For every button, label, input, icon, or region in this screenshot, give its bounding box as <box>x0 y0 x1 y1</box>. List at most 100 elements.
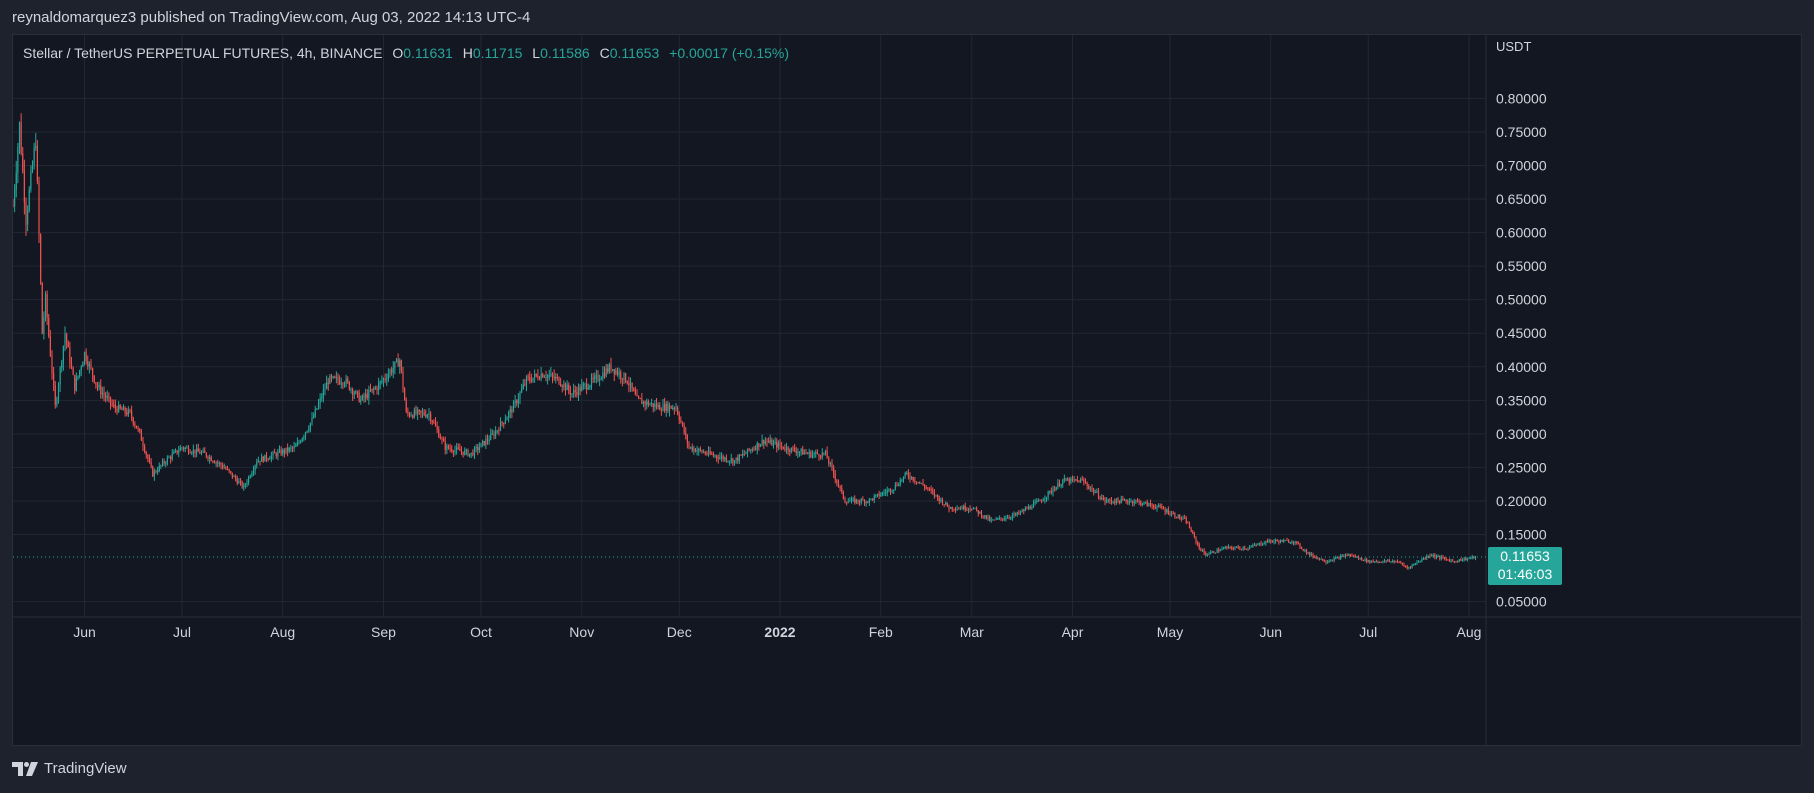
candle-body <box>1192 531 1194 533</box>
candle-body <box>1146 501 1148 506</box>
x-tick-label: Oct <box>470 624 492 640</box>
candle-body <box>772 442 775 446</box>
brand-label: TradingView <box>44 760 127 777</box>
candle-body <box>1330 560 1332 562</box>
candle-body <box>1201 549 1204 551</box>
candle-body <box>1088 486 1090 489</box>
candle-body <box>597 374 599 381</box>
candle-body <box>1185 518 1187 523</box>
candle-body <box>122 407 125 411</box>
candle-body <box>1331 560 1334 562</box>
candle-body <box>1288 540 1290 543</box>
candle-body <box>217 462 219 464</box>
candle-body <box>1421 559 1423 562</box>
candle-body <box>1323 560 1325 562</box>
candle-body <box>979 511 981 514</box>
x-tick-label: Mar <box>960 624 984 640</box>
candle-body <box>85 352 87 362</box>
candle-body <box>410 415 412 417</box>
candle-body <box>655 404 658 408</box>
candle-body <box>365 394 367 398</box>
candle-body <box>953 509 955 511</box>
candle-body <box>543 376 545 378</box>
candle-body <box>1016 512 1018 515</box>
candle-body <box>732 458 734 464</box>
candle-body <box>797 452 799 454</box>
candle-body <box>1354 555 1356 558</box>
candle-body <box>25 202 27 225</box>
candle-body <box>568 384 570 391</box>
chart-pane[interactable]: 0.05000 0.15000 0.20000 0.25000 0.30000 0.350… <box>12 34 1802 746</box>
candle-body <box>1458 559 1460 562</box>
candle-body <box>353 393 355 395</box>
candle-body <box>212 460 214 462</box>
candle-body <box>556 377 558 379</box>
candle-body <box>142 440 144 447</box>
candle-body <box>1073 479 1075 481</box>
candle-body <box>545 376 547 378</box>
candle-body <box>924 485 926 488</box>
candle-body <box>69 347 71 364</box>
candle-body <box>548 375 550 377</box>
candle-body <box>1023 510 1025 512</box>
candle-body <box>1253 545 1256 547</box>
candle-body <box>631 382 633 389</box>
candle-body <box>1036 501 1038 503</box>
candle-body <box>61 362 63 368</box>
candle-body <box>158 465 160 472</box>
candle-body <box>205 452 207 457</box>
candle-body <box>1179 515 1181 519</box>
price-chart[interactable]: 0.05000 0.15000 0.20000 0.25000 0.30000 0.350… <box>13 35 1802 746</box>
candle-body <box>730 458 732 462</box>
candle-body <box>608 364 610 372</box>
candle-body <box>1093 488 1095 493</box>
candle-body <box>1455 561 1457 563</box>
close-value: 0.11653 <box>609 45 660 61</box>
candle-body <box>1448 559 1451 562</box>
candle-body <box>607 368 609 372</box>
candle-body <box>1245 548 1247 550</box>
candle-body <box>309 423 311 429</box>
candle-body <box>659 404 661 411</box>
candle-body <box>277 451 279 457</box>
candle-body <box>394 361 396 369</box>
x-tick-label: Jun <box>1259 624 1282 640</box>
candle-body <box>88 363 90 367</box>
candle-body <box>712 454 714 456</box>
candle-body <box>1271 541 1273 543</box>
candle-body <box>898 484 900 486</box>
candle-body <box>719 457 721 459</box>
candle-body <box>503 422 505 424</box>
candle-body <box>1327 561 1329 563</box>
candle-body <box>1442 556 1444 558</box>
candle-body <box>1413 563 1415 565</box>
candle-body <box>1369 560 1371 563</box>
candle-body <box>378 383 380 391</box>
candle-body <box>204 450 206 453</box>
candle-body <box>1461 560 1464 562</box>
candle-body <box>1427 556 1429 558</box>
candle-body <box>238 481 240 484</box>
candle-body <box>506 417 508 421</box>
candle-body <box>129 409 131 412</box>
candle-body <box>504 420 506 424</box>
candle-body <box>462 451 464 455</box>
candle-body <box>486 439 489 441</box>
candle-body <box>1239 547 1241 549</box>
candle-body <box>1136 500 1139 502</box>
candle-body <box>896 484 898 486</box>
candle-body <box>304 432 307 437</box>
candle-body <box>1123 499 1126 501</box>
candle-body <box>652 403 654 408</box>
candle-body <box>1370 560 1373 563</box>
candle-body <box>768 441 770 443</box>
candle-body <box>488 439 490 441</box>
candle-body <box>374 387 376 389</box>
candle-body <box>1294 541 1296 543</box>
candle-body <box>616 370 619 375</box>
candle-body <box>594 376 596 379</box>
candle-body <box>1055 487 1057 491</box>
candle-countdown: 01:46:03 <box>1498 566 1553 582</box>
x-tick-label: Jun <box>73 624 96 640</box>
tradingview-brand[interactable]: TradingView <box>12 760 127 777</box>
